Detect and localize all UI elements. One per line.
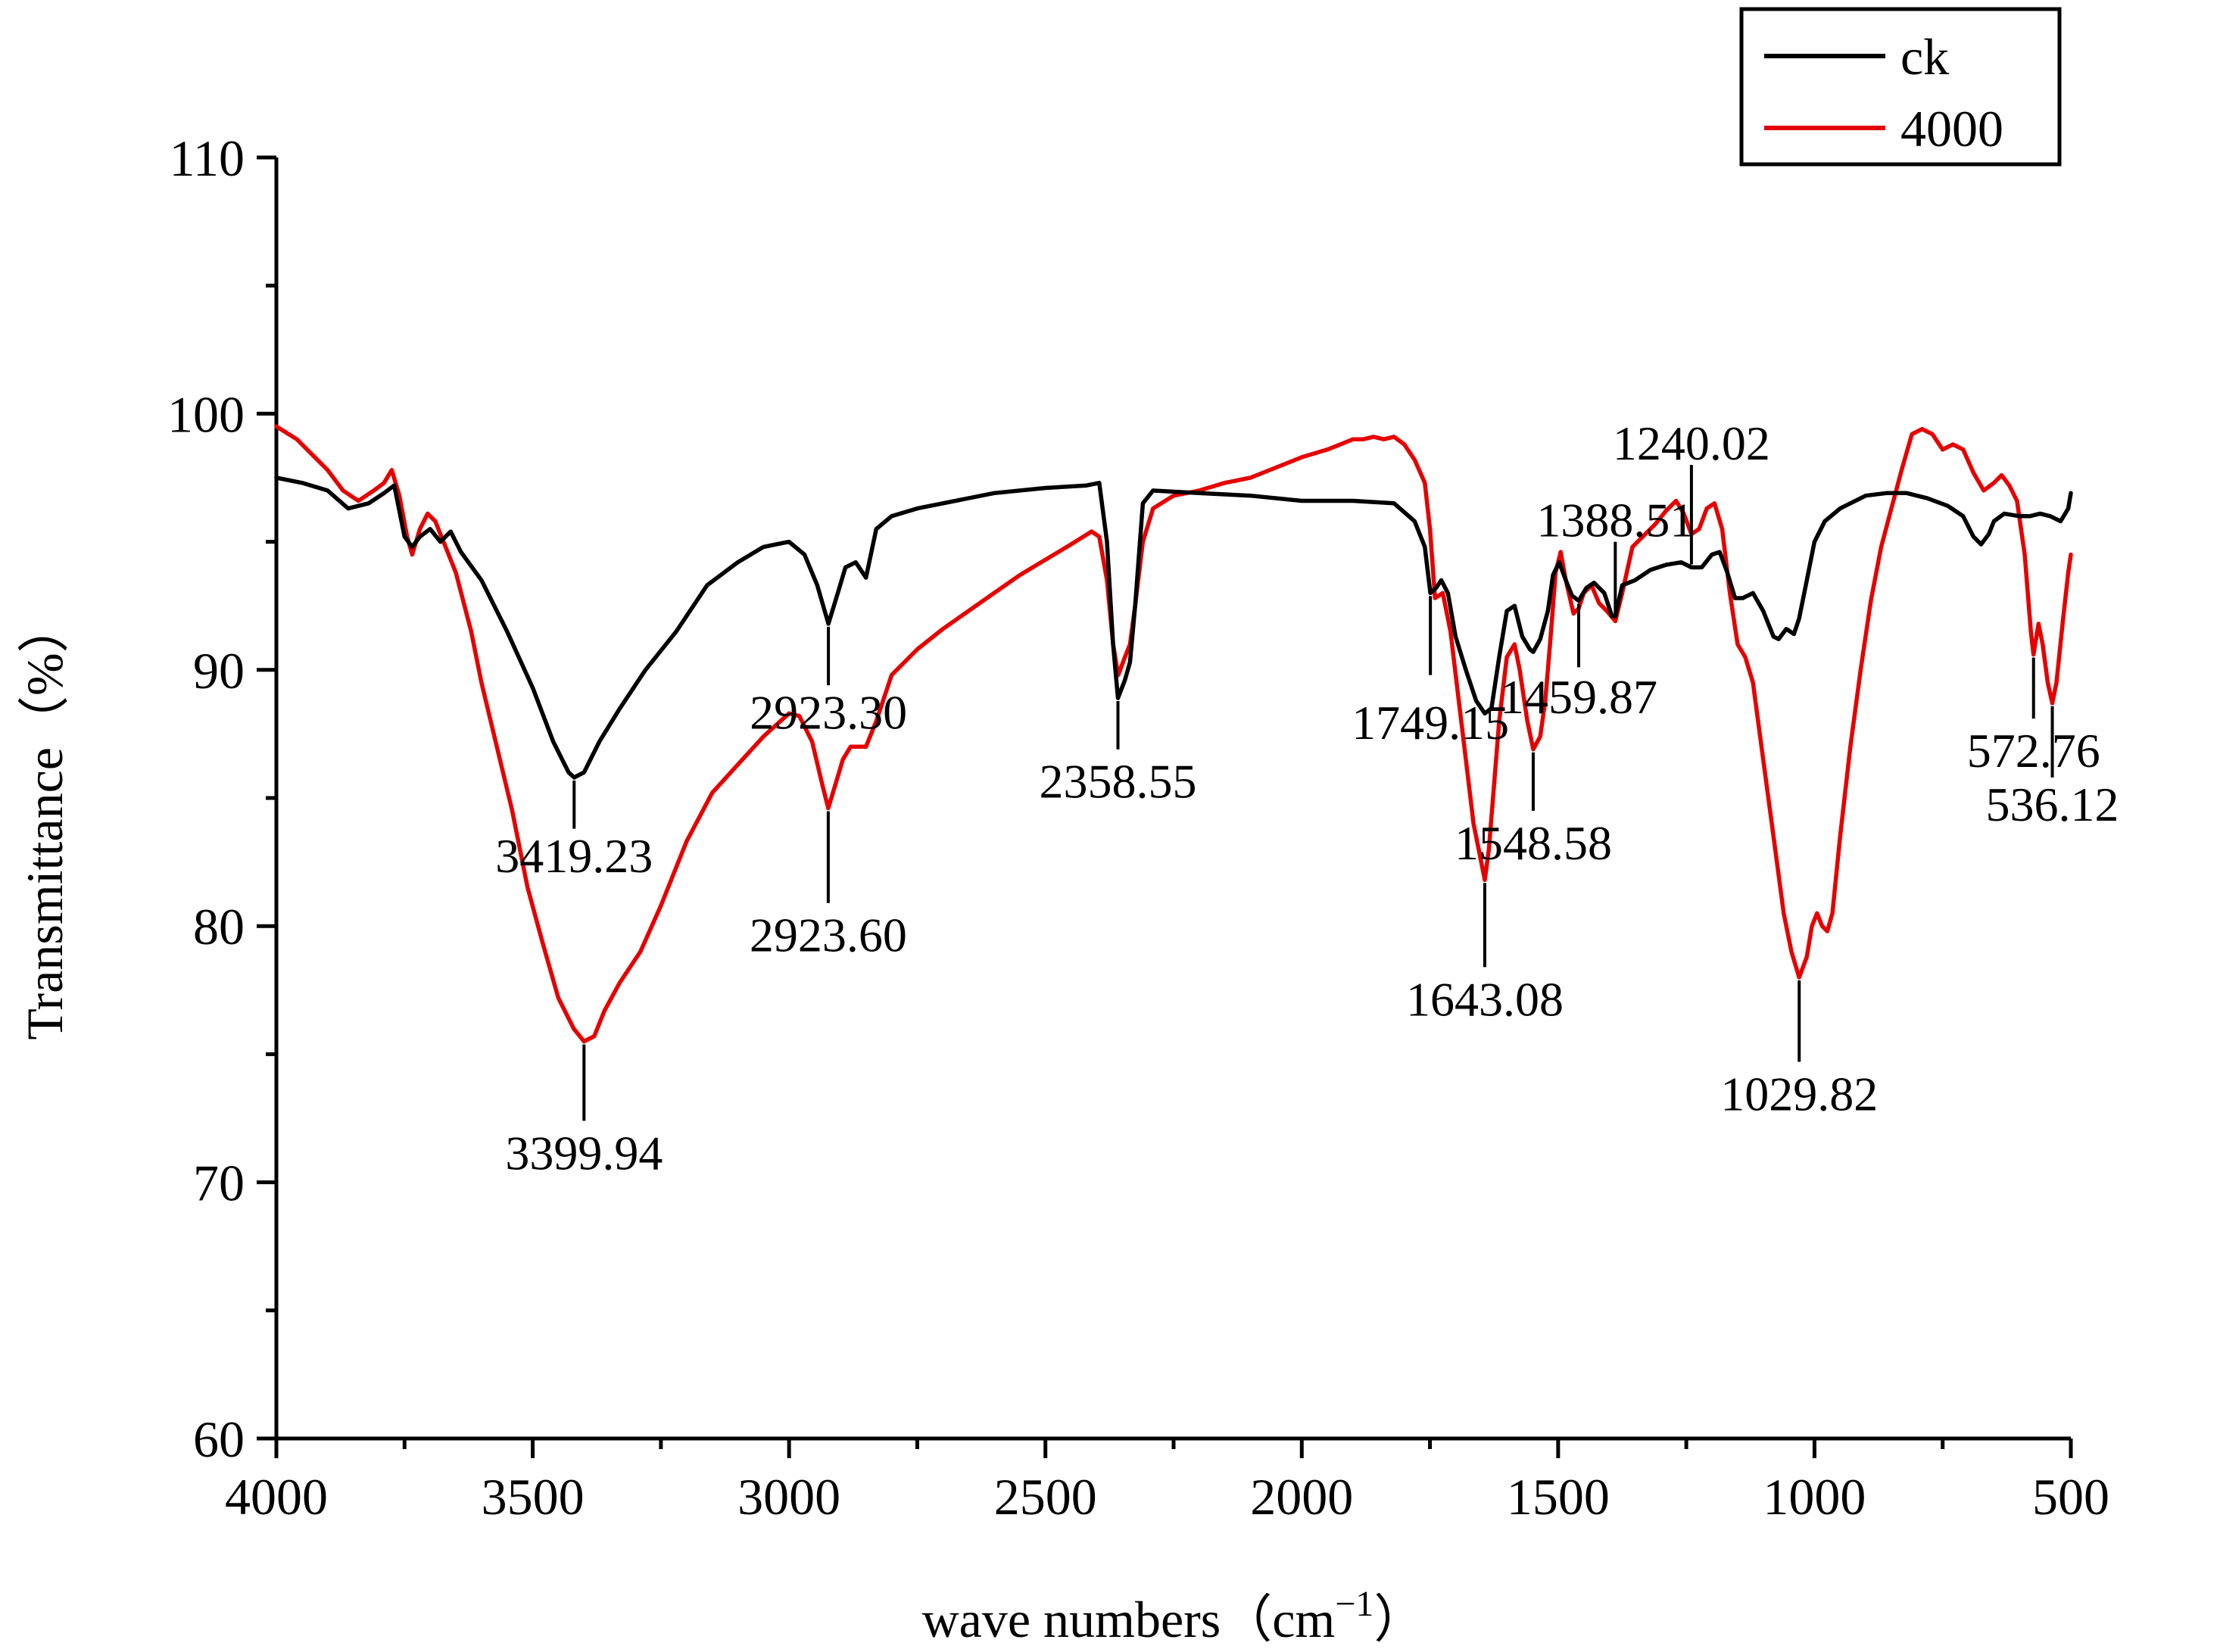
y-tick-label: 70 bbox=[193, 1155, 245, 1212]
x-tick-label: 3500 bbox=[482, 1468, 585, 1526]
y-tick-label: 110 bbox=[170, 129, 245, 187]
axes: 60 70 80 90 100 110 4000 3500 3000 2500 2000 1500 10… bbox=[167, 129, 2109, 1526]
x-tick-label: 3000 bbox=[737, 1468, 840, 1526]
x-axis-label-superscript: −1 bbox=[1335, 1584, 1373, 1624]
annotation-label: 2923.30 bbox=[750, 685, 907, 739]
x-tick-label: 1000 bbox=[1763, 1468, 1866, 1526]
annotation-label: 1240.02 bbox=[1613, 416, 1770, 470]
y-axis-label: Transmittance（%） bbox=[16, 601, 73, 1040]
annotation-label: 2923.60 bbox=[750, 909, 907, 962]
series-line-4000 bbox=[274, 424, 2073, 1044]
y-tick-label: 100 bbox=[167, 385, 245, 443]
x-tick-label: 4000 bbox=[225, 1468, 328, 1526]
annotation-label: 1548.58 bbox=[1455, 816, 1612, 870]
legend-label-4000: 4000 bbox=[1900, 100, 2003, 157]
x-axis-label: wave numbers（cm−1） bbox=[922, 1584, 1426, 1648]
axis-labels: wave numbers（cm−1） Transmittance（%） bbox=[16, 601, 1425, 1648]
y-tick-label: 60 bbox=[193, 1410, 245, 1468]
x-tick-label: 1500 bbox=[1507, 1468, 1610, 1526]
series-line-ck bbox=[274, 475, 2073, 780]
x-tick-label: 500 bbox=[2032, 1468, 2109, 1526]
legend-label-ck: ck bbox=[1900, 28, 1949, 86]
legend-box bbox=[1739, 7, 2062, 167]
annotation-label: 1459.87 bbox=[1500, 670, 1657, 724]
annotation-label: 572.76 bbox=[1967, 724, 2100, 778]
annotation-label: 1749.15 bbox=[1352, 696, 1509, 750]
annotation-label: 3419.23 bbox=[495, 829, 653, 883]
x-tick-label: 2500 bbox=[994, 1468, 1097, 1526]
annotation-label: 1029.82 bbox=[1720, 1068, 1878, 1121]
annotation-label: 2358.55 bbox=[1039, 755, 1196, 809]
y-tick-label: 90 bbox=[193, 642, 245, 700]
annotation-label: 3399.94 bbox=[505, 1126, 663, 1180]
annotation-layer: 3419.23 3399.94 2923.30 2923.60 2358.55 1749.… bbox=[495, 416, 2119, 1180]
x-tick-label: 2000 bbox=[1250, 1468, 1353, 1526]
annotation-label: 1388.51 bbox=[1536, 494, 1694, 547]
annotation-label: 1643.08 bbox=[1406, 972, 1564, 1026]
y-tick-label: 80 bbox=[193, 898, 245, 955]
annotation-label: 536.12 bbox=[1986, 778, 2119, 831]
x-axis-label-close: ） bbox=[1373, 1591, 1425, 1648]
legend: ck 4000 bbox=[1739, 7, 2062, 167]
series-layer bbox=[274, 424, 2073, 1044]
